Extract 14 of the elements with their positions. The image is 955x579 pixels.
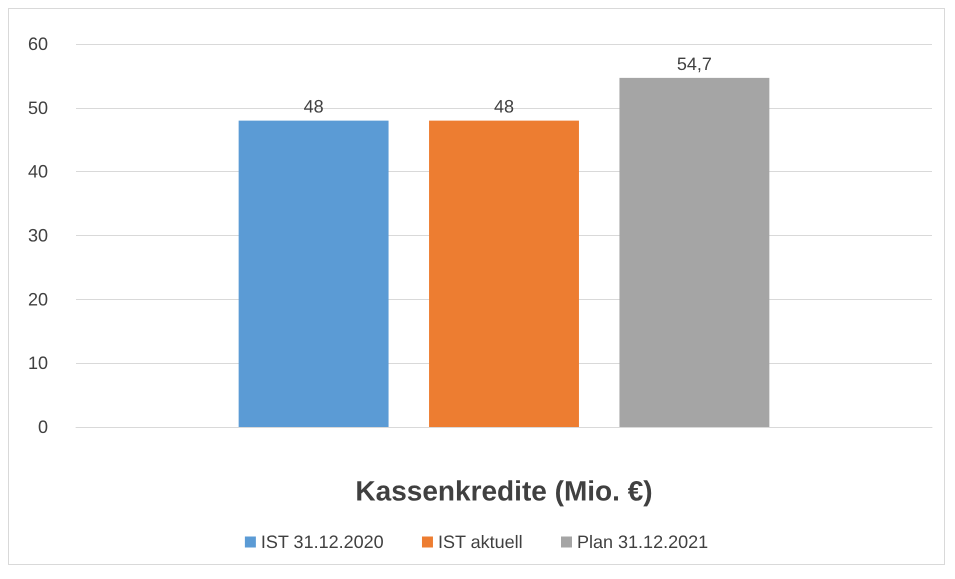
y-tick-label: 30 <box>28 226 48 246</box>
y-tick-label: 20 <box>28 289 48 310</box>
data-label: 54,7 <box>676 54 712 74</box>
y-tick-label: 10 <box>28 353 48 374</box>
x-axis-title: Kassenkredite (Mio. €) <box>355 476 653 506</box>
data-label: 48 <box>304 96 324 117</box>
y-tick-label: 50 <box>28 98 48 118</box>
y-tick-label: 60 <box>28 34 48 54</box>
data-label: 48 <box>494 96 514 117</box>
y-tick-label: 40 <box>28 162 48 182</box>
legend-label: IST aktuell <box>438 532 523 552</box>
legend-label: IST 31.12.2020 <box>260 532 384 552</box>
legend-label: Plan 31.12.2021 <box>577 532 708 552</box>
y-tick-label: 0 <box>38 417 48 437</box>
